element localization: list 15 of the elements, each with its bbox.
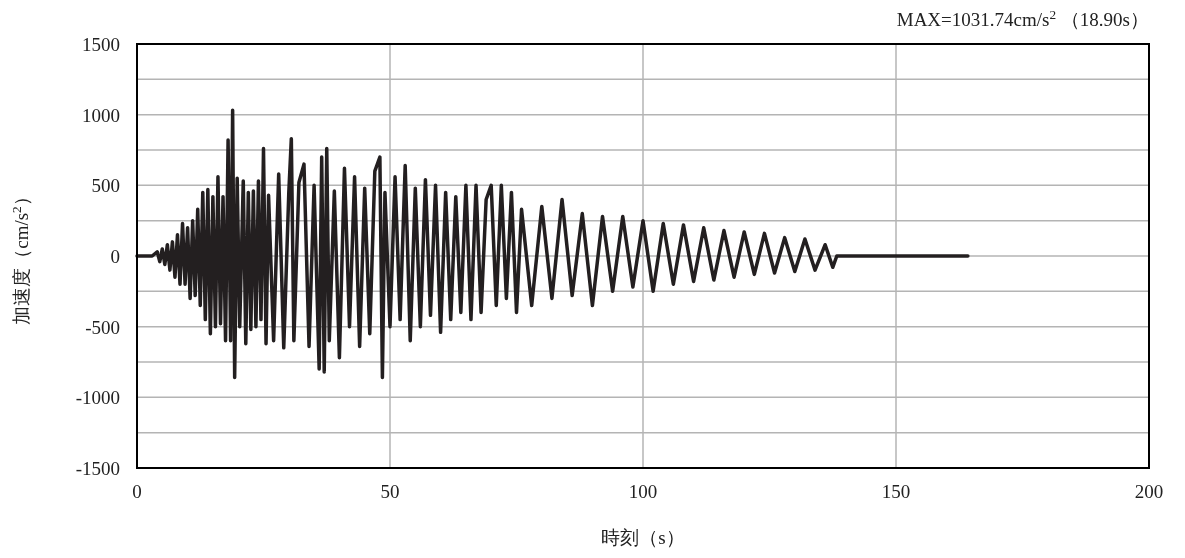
y-tick-label: 1500 bbox=[82, 34, 120, 55]
x-tick-label: 0 bbox=[132, 481, 142, 502]
y-tick-label: -1500 bbox=[75, 458, 120, 479]
text: MAX=1031.74cm/s$^{2}$ （18.90s） bbox=[896, 6, 1149, 30]
x-tick-label: 100 bbox=[628, 481, 658, 502]
y-tick-label: -1000 bbox=[75, 387, 120, 409]
y-tick-label: -500 bbox=[85, 316, 120, 338]
y-tick-label: 500 bbox=[91, 175, 120, 197]
y-tick-label: 1000 bbox=[82, 104, 120, 126]
y-tick-label: 0 bbox=[110, 246, 120, 267]
x-tick-label: 50 bbox=[380, 481, 400, 502]
x-tick-label: 150 bbox=[881, 481, 911, 502]
line-series bbox=[135, 108, 970, 380]
x-axis-title: 時刻（s） bbox=[601, 527, 685, 548]
x-tick-label: 200 bbox=[1134, 481, 1164, 502]
